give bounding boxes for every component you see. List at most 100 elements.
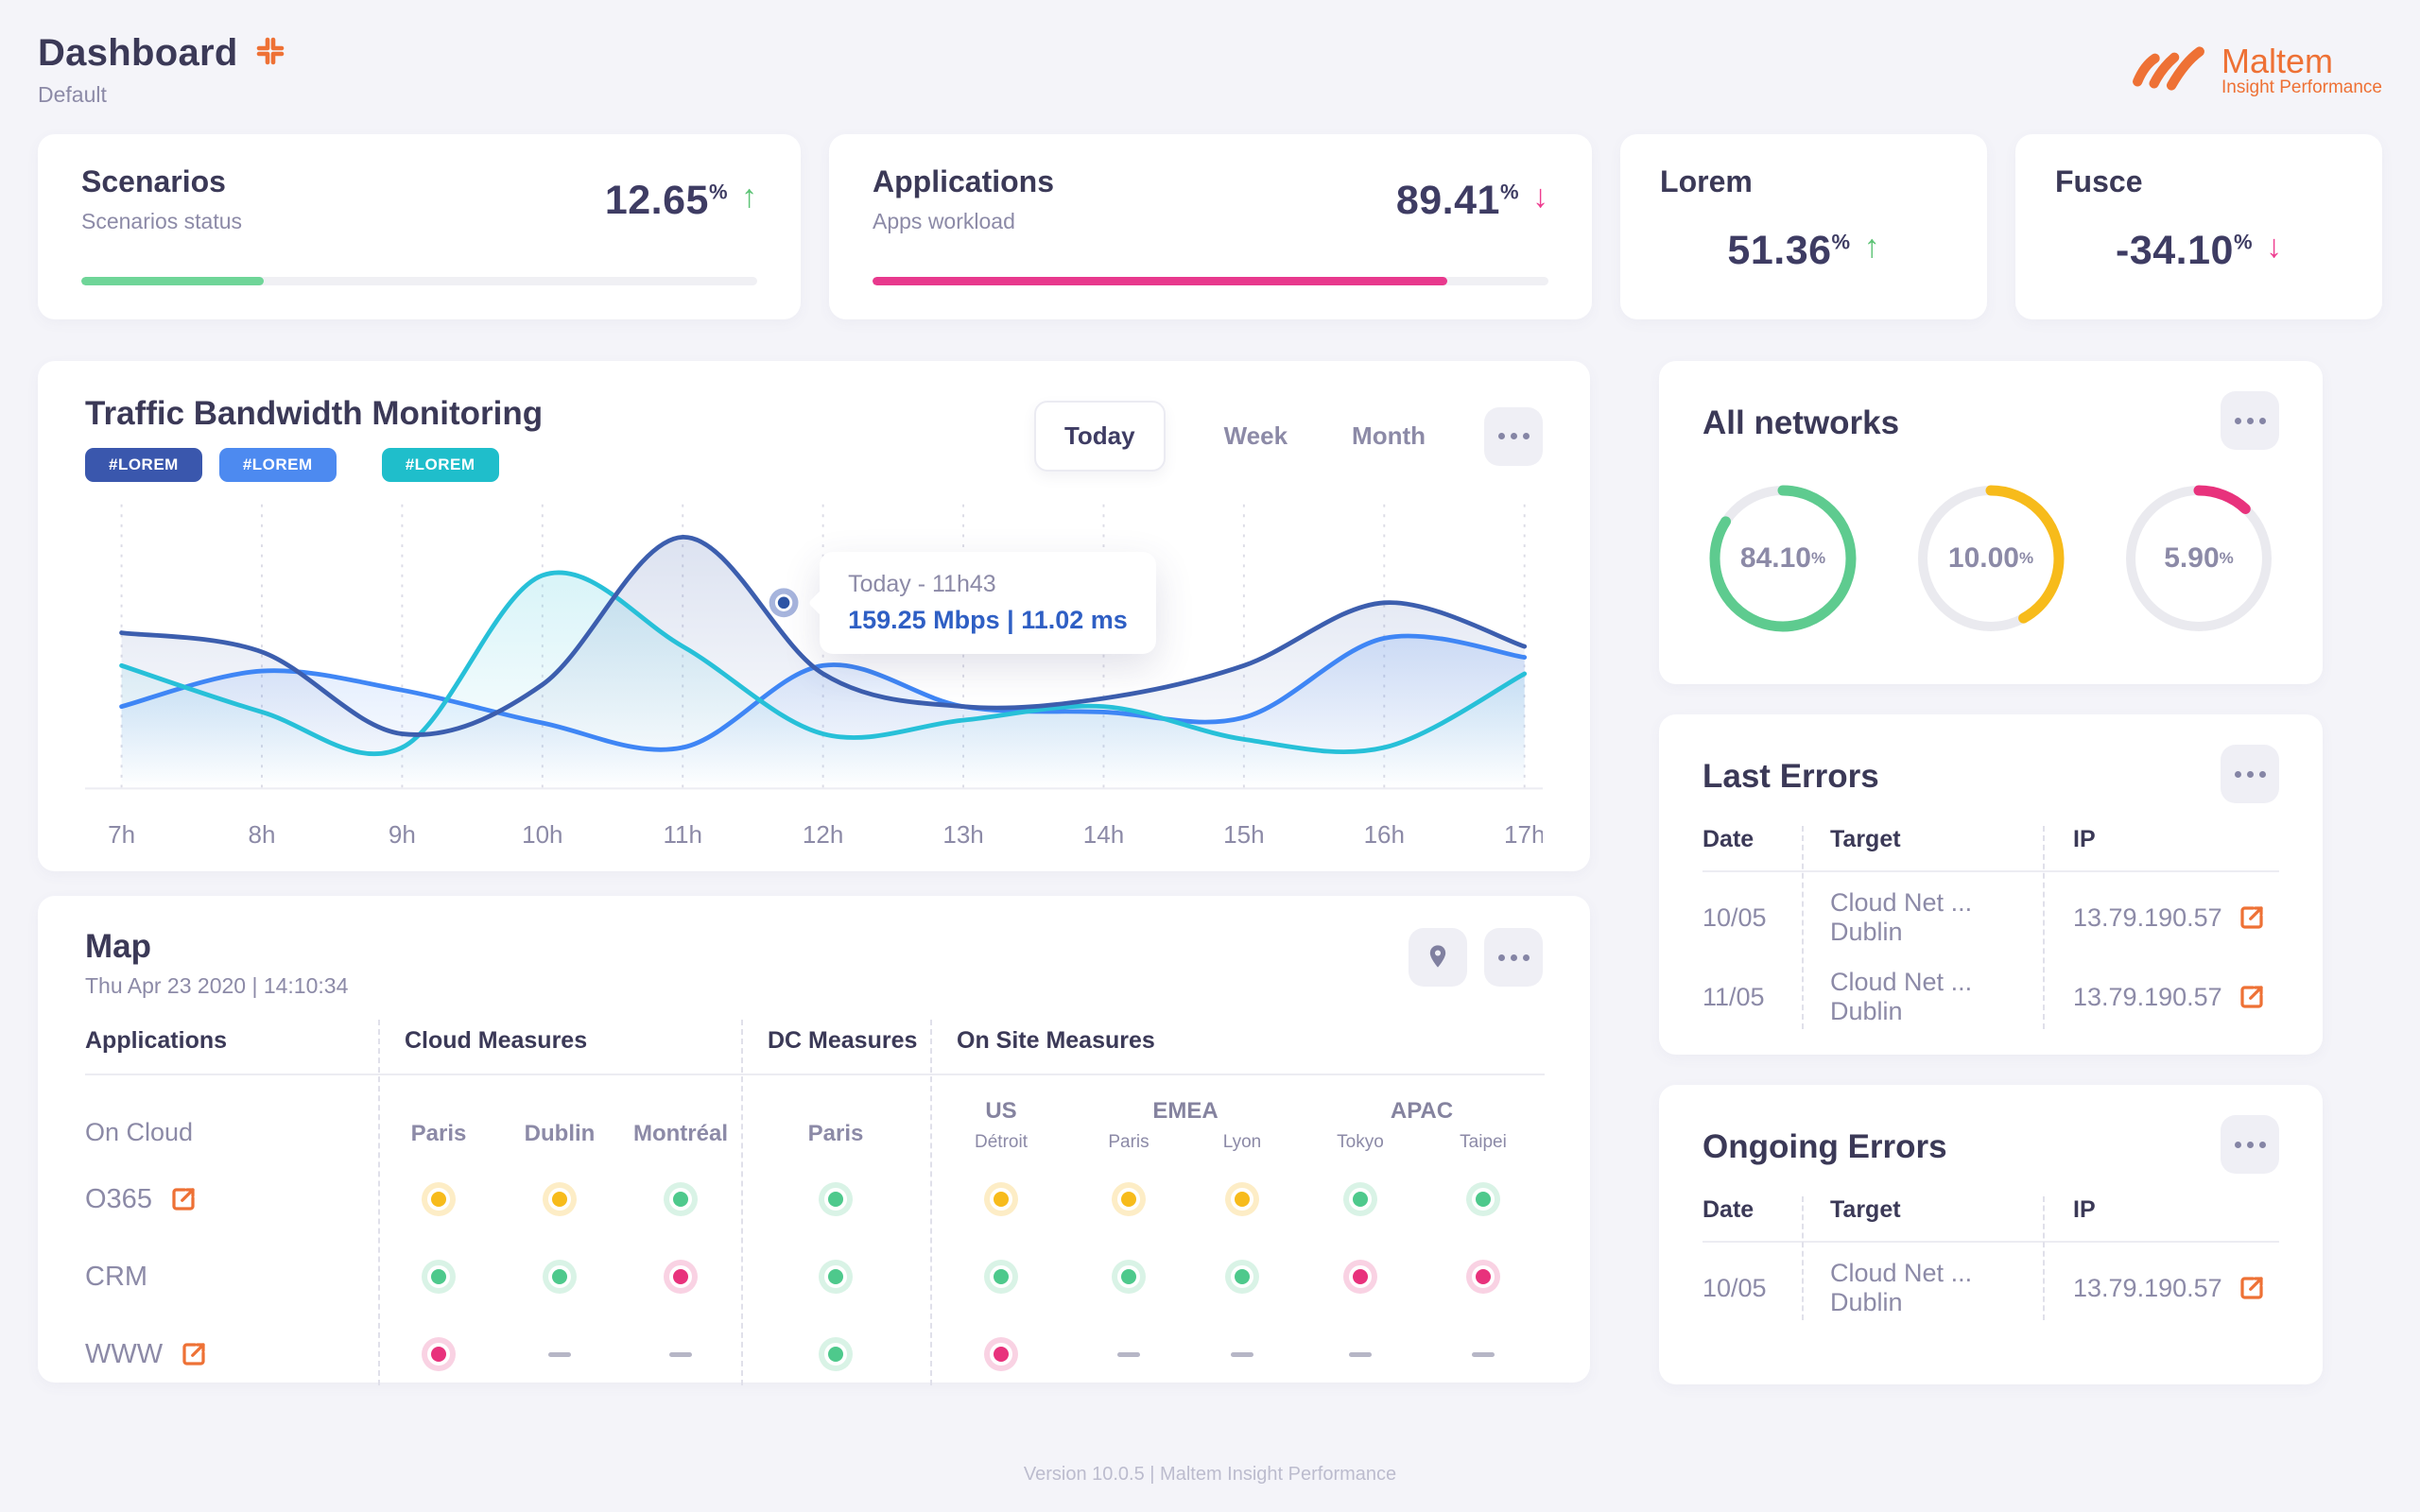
city-detroit: Détroit [975,1132,1028,1152]
svg-text:10h: 10h [522,820,562,849]
col-date: Date [1703,1196,1754,1223]
ellipsis-icon [2232,1141,2269,1148]
region-us: US Détroit [930,1075,1072,1160]
external-link-icon[interactable] [2238,983,2266,1011]
donut-chart [1709,485,1857,632]
svg-text:7h: 7h [108,820,135,849]
progress-fill [81,277,265,285]
dashboard-subtitle: Default [38,82,107,107]
ellipsis-icon [2232,417,2269,424]
network-donut-2: 10.00% [1910,478,2071,639]
status-dot [1072,1160,1185,1238]
city-tokyo: Tokyo [1337,1132,1384,1152]
status-dot [499,1315,620,1393]
svg-text:14h: 14h [1083,820,1124,849]
city-dc-paris: Paris [807,1121,864,1146]
brand-logo-icon [2131,42,2206,99]
map-pin-icon [1425,943,1451,972]
last-errors-title: Last Errors [1703,758,1879,795]
col-target: Target [1830,1196,1901,1223]
divider [930,1020,932,1385]
ongoing-errors-card: Ongoing Errors Date Target IP [1659,1085,2323,1384]
status-dot [620,1160,741,1238]
map-timestamp: Thu Apr 23 2020 | 14:10:34 [85,973,349,998]
divider [1802,826,1804,1029]
network-donut-1: 84.10% [1703,478,1863,639]
ongoing-errors-table: Date Target IP 10/05 Cloud Net ... Dubli… [1703,1196,2279,1328]
status-dot [741,1315,930,1393]
tag-lorem-2[interactable]: #LOREM [218,448,337,482]
col-ip: IP [2073,1196,2096,1223]
status-dot [1185,1160,1299,1238]
stat-card-applications: Applications Apps workload 89.41% ↓ [829,134,1593,319]
tag-lorem-3[interactable]: #LOREM [381,448,499,482]
map-measures-table: Applications Cloud Measures DC Measures … [85,1020,1545,1393]
stat-title: Fusce [2055,164,2143,198]
stat-card-fusce: Fusce -34.10% ↓ [2015,134,2382,319]
svg-text:11h: 11h [663,820,701,849]
col-target: Target [1830,826,1901,852]
svg-text:9h: 9h [389,820,416,849]
status-dot [1185,1315,1299,1393]
ellipsis-icon [1495,954,1532,961]
col-date: Date [1703,826,1754,852]
svg-text:13h: 13h [942,820,983,849]
divider [378,1020,380,1385]
tab-today[interactable]: Today [1033,401,1166,472]
divider [2043,826,2045,1029]
stat-card-scenarios: Scenarios Scenarios status 12.65% ↑ [38,134,801,319]
dashboard-grid-icon [255,36,285,71]
progress-track [873,277,1549,285]
progress-fill [873,277,1447,285]
status-dot [1422,1315,1545,1393]
ongoing-errors-title: Ongoing Errors [1703,1128,1947,1165]
status-dot [1072,1238,1185,1315]
svg-text:15h: 15h [1223,820,1264,849]
col-ip: IP [2073,826,2096,852]
status-dot [930,1238,1072,1315]
status-dot [499,1238,620,1315]
stat-card-lorem: Lorem 51.36% ↑ [1620,134,1987,319]
progress-track [81,277,757,285]
stat-subtitle: Scenarios status [81,209,243,233]
col-group-onsite-measures: On Site Measures [930,1020,1545,1075]
networks-more-options-button[interactable] [2221,391,2279,450]
brand-name: Maltem [2221,41,2333,80]
external-link-icon[interactable] [180,1340,208,1368]
app-row-crm: CRM [85,1261,148,1292]
traffic-more-options-button[interactable] [1484,406,1543,466]
stat-title: Scenarios [81,164,226,198]
svg-text:12h: 12h [803,820,843,849]
page-header: Dashboard Default Maltem Insight Per [38,32,2382,108]
trend-up-icon: ↑ [741,179,757,215]
brand-tagline: Insight Performance [2221,77,2382,98]
all-networks-card: All networks 84.10% 10.00% [1659,361,2323,684]
ongoing-errors-more-options-button[interactable] [2221,1115,2279,1174]
tab-week[interactable]: Week [1219,421,1293,452]
map-pin-button[interactable] [1409,928,1467,987]
last-errors-more-options-button[interactable] [2221,745,2279,803]
header-titles: Dashboard Default [38,32,285,108]
external-link-icon[interactable] [2238,903,2266,932]
city-paris: Paris [410,1121,467,1146]
donut-chart [1917,485,2065,632]
svg-text:17h: 17h [1504,820,1543,849]
traffic-title: Traffic Bandwidth Monitoring [85,395,544,432]
map-title: Map [85,928,151,965]
tab-month[interactable]: Month [1346,421,1431,452]
col-group-cloud-measures: Cloud Measures [378,1020,741,1075]
divider [741,1020,743,1385]
status-dot [741,1160,930,1238]
status-dot [378,1160,499,1238]
external-link-icon[interactable] [2238,1274,2266,1302]
tag-lorem-1[interactable]: #LOREM [85,448,202,482]
external-link-icon[interactable] [169,1185,198,1213]
map-more-options-button[interactable] [1484,928,1543,987]
status-dot [741,1238,930,1315]
stat-value: 12.65% [604,178,728,223]
stat-cards-row: Scenarios Scenarios status 12.65% ↑ Appl… [38,134,2382,319]
stat-subtitle: Apps workload [873,209,1015,233]
stat-title: Lorem [1660,164,1753,198]
line-chart: 7h 8h 9h 10h 11h 12h 13h 14h 15h 16h 17h [85,504,1543,849]
